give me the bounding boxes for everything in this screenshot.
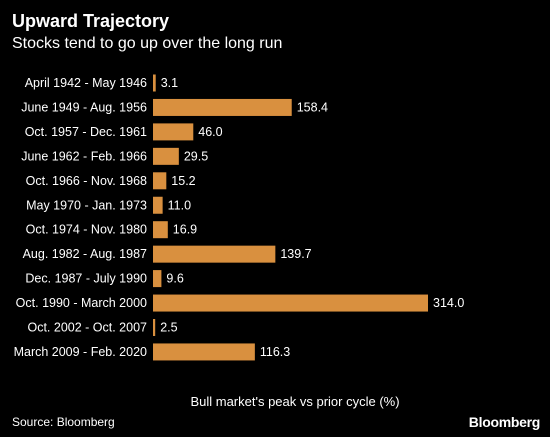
value-label: 158.4 xyxy=(297,100,328,114)
value-label: 46.0 xyxy=(198,125,222,139)
bar xyxy=(153,98,292,116)
chart-subtitle: Stocks tend to go up over the long run xyxy=(12,35,283,52)
bar xyxy=(153,123,194,141)
value-label: 11.0 xyxy=(168,198,191,212)
bar xyxy=(153,147,179,165)
chart-title: Upward Trajectory xyxy=(12,11,170,31)
category-label: May 1970 - Jan. 1973 xyxy=(26,198,147,212)
bar xyxy=(153,74,156,92)
bar xyxy=(153,294,428,312)
value-label: 29.5 xyxy=(184,149,208,163)
category-label: June 1962 - Feb. 1966 xyxy=(21,149,147,163)
category-label: March 2009 - Feb. 2020 xyxy=(14,345,147,359)
x-axis-label: Bull market's peak vs prior cycle (%) xyxy=(190,394,400,409)
category-label: Oct. 1966 - Nov. 1968 xyxy=(26,174,147,188)
source-note: Source: Bloomberg xyxy=(12,415,115,429)
value-label: 3.1 xyxy=(161,76,178,90)
bar xyxy=(153,221,168,239)
category-label: Aug. 1982 - Aug. 1987 xyxy=(23,247,147,261)
value-label: 16.9 xyxy=(173,223,197,237)
category-label: Oct. 1974 - Nov. 1980 xyxy=(26,223,147,237)
value-label: 15.2 xyxy=(171,174,195,188)
value-label: 139.7 xyxy=(280,247,311,261)
bar xyxy=(153,270,162,288)
category-label: Oct. 1957 - Dec. 1961 xyxy=(25,125,147,139)
category-label: April 1942 - May 1946 xyxy=(25,76,147,90)
bar xyxy=(153,343,255,361)
bar xyxy=(153,196,163,214)
value-label: 9.6 xyxy=(166,272,183,286)
bar xyxy=(153,245,276,263)
category-label: June 1949 - Aug. 1956 xyxy=(21,100,147,114)
value-label: 2.5 xyxy=(160,321,177,335)
category-label: Oct. 1990 - March 2000 xyxy=(16,296,147,310)
value-label: 314.0 xyxy=(433,296,464,310)
value-label: 116.3 xyxy=(260,345,290,359)
category-label: Dec. 1987 - July 1990 xyxy=(25,272,147,286)
bar xyxy=(153,319,156,336)
bloomberg-logo: Bloomberg xyxy=(468,414,541,430)
category-label: Oct. 2002 - Oct. 2007 xyxy=(27,321,147,335)
bar xyxy=(153,172,167,190)
